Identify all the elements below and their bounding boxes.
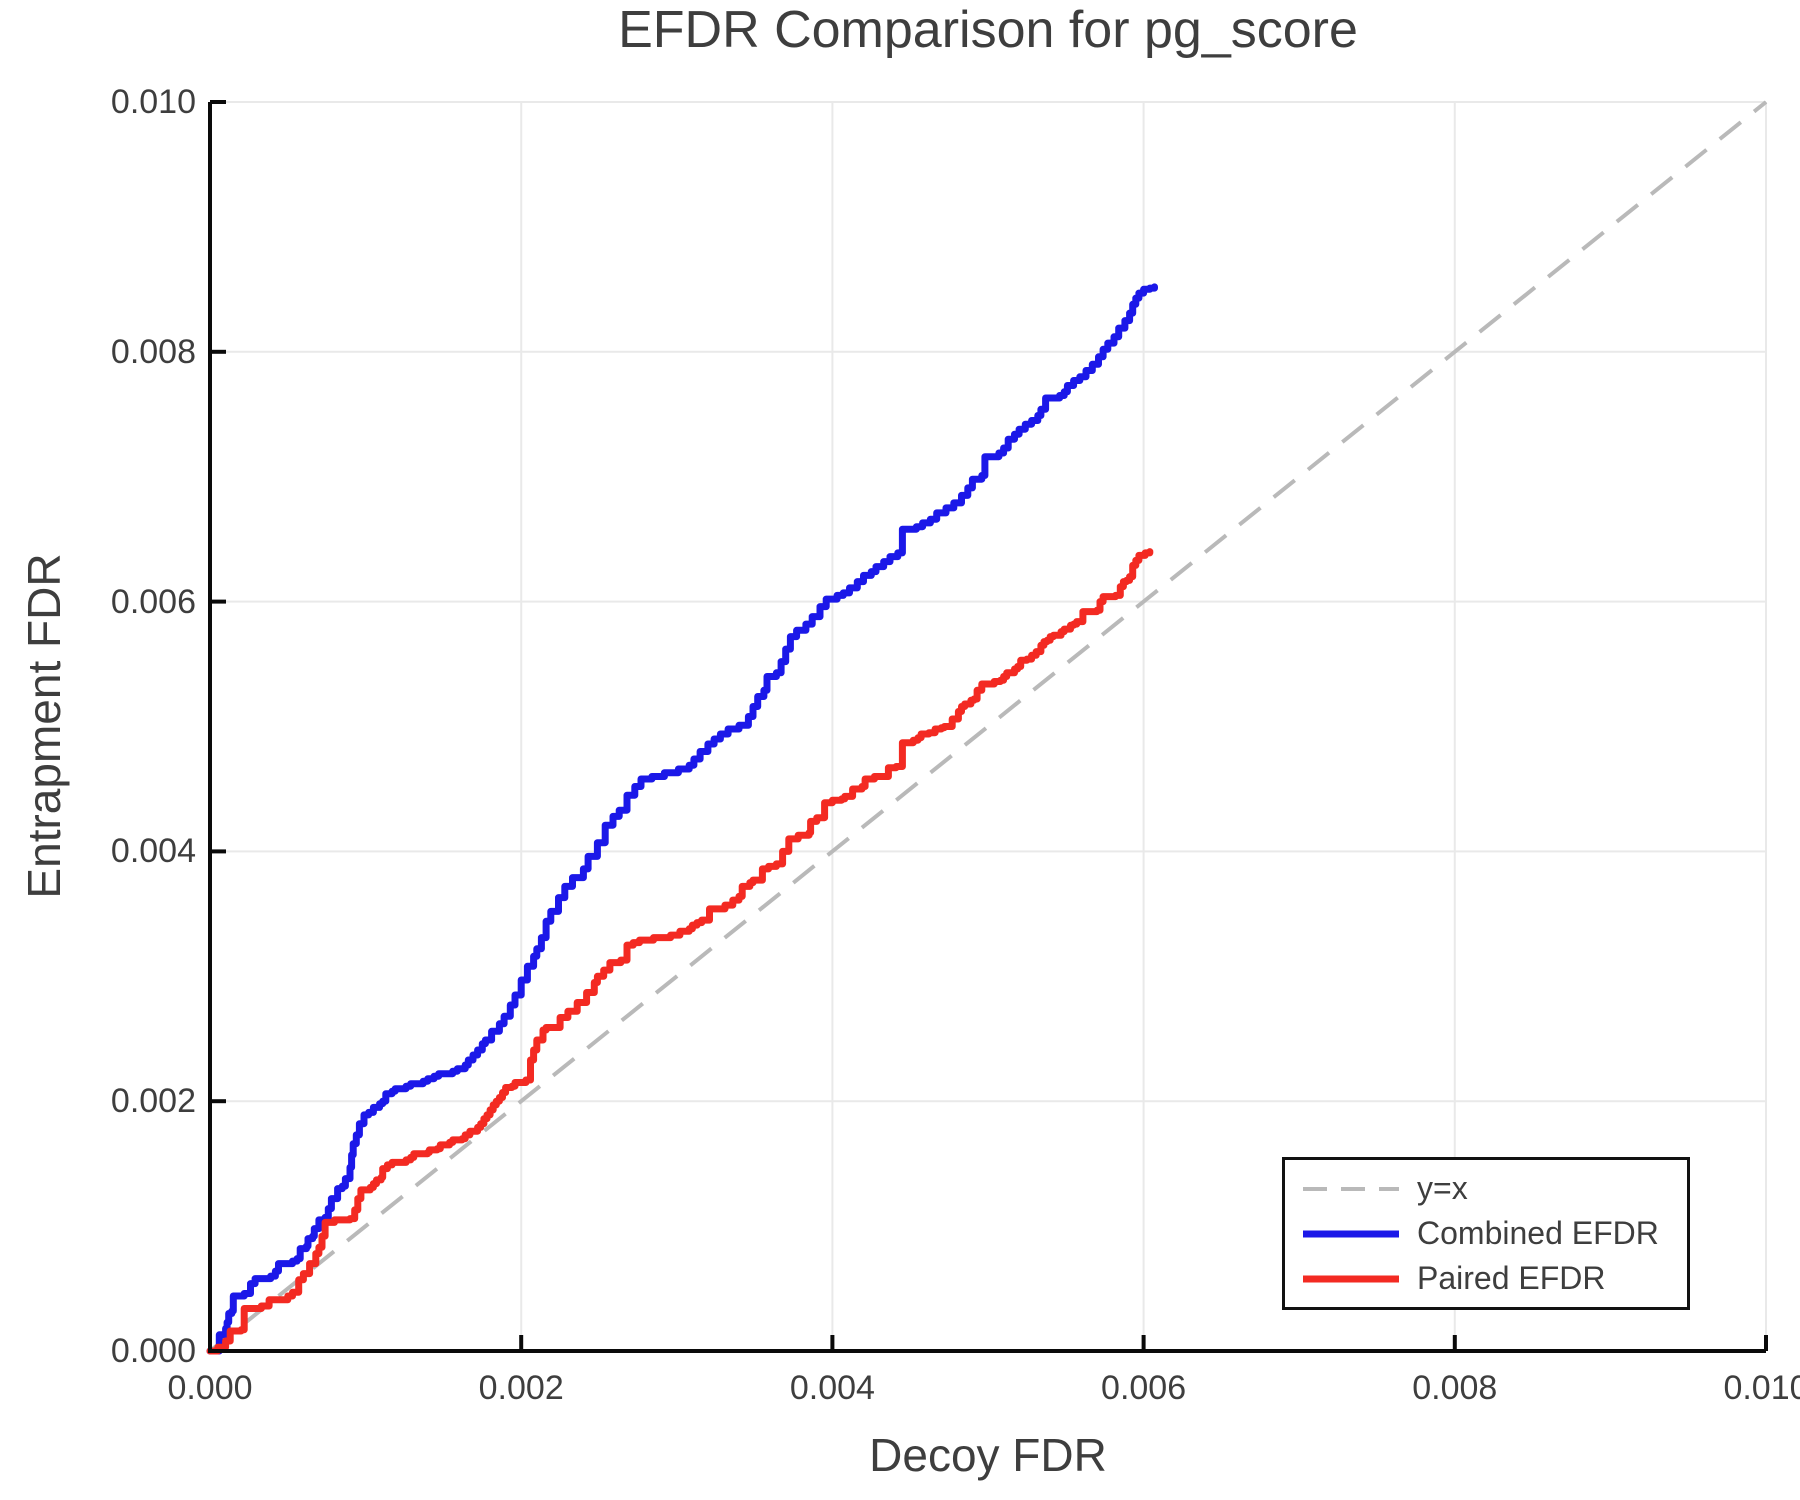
y-tick-label: 0.010 [110, 83, 196, 121]
legend-item-paired: Paired EFDR [1301, 1256, 1687, 1301]
legend-label-combined: Combined EFDR [1417, 1215, 1659, 1251]
paired-efdr-curve [206, 548, 1154, 1355]
yx-dashed-line-sample [1303, 1186, 1399, 1191]
y-tick-label: 0.002 [110, 1082, 196, 1121]
paired-efdr-line-sample [1303, 1275, 1399, 1282]
reference-line-yx [208, 100, 1768, 1353]
legend-item-combined: Combined EFDR [1301, 1211, 1687, 1256]
y-tick-label: 0.006 [110, 582, 196, 621]
y-tick-label: 0.004 [110, 832, 196, 871]
x-axis-label: Decoy FDR [869, 1429, 1107, 1481]
y-tick-label: 0.000 [110, 1332, 196, 1370]
legend: y=x Combined EFDR Paired EFDR [1282, 1157, 1690, 1310]
combined-efdr-curve [206, 283, 1158, 1355]
x-tick-label: 0.000 [167, 1369, 253, 1407]
combined-efdr-line-sample [1303, 1230, 1399, 1237]
x-tick-label: 0.008 [1412, 1369, 1498, 1407]
x-tick-label: 0.010 [1723, 1369, 1800, 1407]
x-tick-label: 0.004 [789, 1369, 875, 1407]
x-tick-label: 0.006 [1101, 1369, 1187, 1407]
legend-label-paired: Paired EFDR [1417, 1260, 1606, 1296]
legend-item-yx: y=x [1301, 1166, 1687, 1211]
chart-title: EFDR Comparison for pg_score [618, 1, 1358, 59]
legend-label-yx: y=x [1417, 1170, 1468, 1206]
x-tick-label: 0.002 [478, 1369, 564, 1407]
y-tick-label: 0.008 [110, 332, 196, 371]
